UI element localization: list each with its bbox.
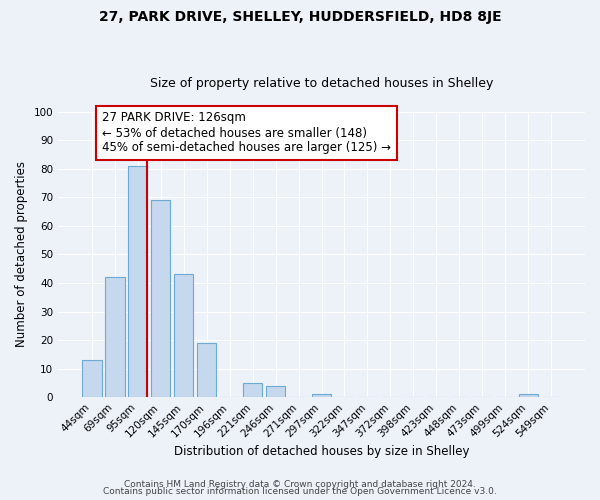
Bar [518, 394, 538, 397]
Bar [266, 386, 286, 397]
Bar [243, 383, 262, 397]
Text: Contains public sector information licensed under the Open Government Licence v3: Contains public sector information licen… [103, 487, 497, 496]
Bar [312, 394, 331, 397]
Bar [82, 360, 101, 397]
Bar [174, 274, 193, 397]
Bar [105, 277, 125, 397]
Text: 27 PARK DRIVE: 126sqm
← 53% of detached houses are smaller (148)
45% of semi-det: 27 PARK DRIVE: 126sqm ← 53% of detached … [102, 112, 391, 154]
Y-axis label: Number of detached properties: Number of detached properties [15, 162, 28, 348]
X-axis label: Distribution of detached houses by size in Shelley: Distribution of detached houses by size … [174, 444, 469, 458]
Text: Contains HM Land Registry data © Crown copyright and database right 2024.: Contains HM Land Registry data © Crown c… [124, 480, 476, 489]
Bar [197, 343, 217, 397]
Title: Size of property relative to detached houses in Shelley: Size of property relative to detached ho… [150, 76, 493, 90]
Bar [128, 166, 148, 397]
Text: 27, PARK DRIVE, SHELLEY, HUDDERSFIELD, HD8 8JE: 27, PARK DRIVE, SHELLEY, HUDDERSFIELD, H… [98, 10, 502, 24]
Bar [151, 200, 170, 397]
